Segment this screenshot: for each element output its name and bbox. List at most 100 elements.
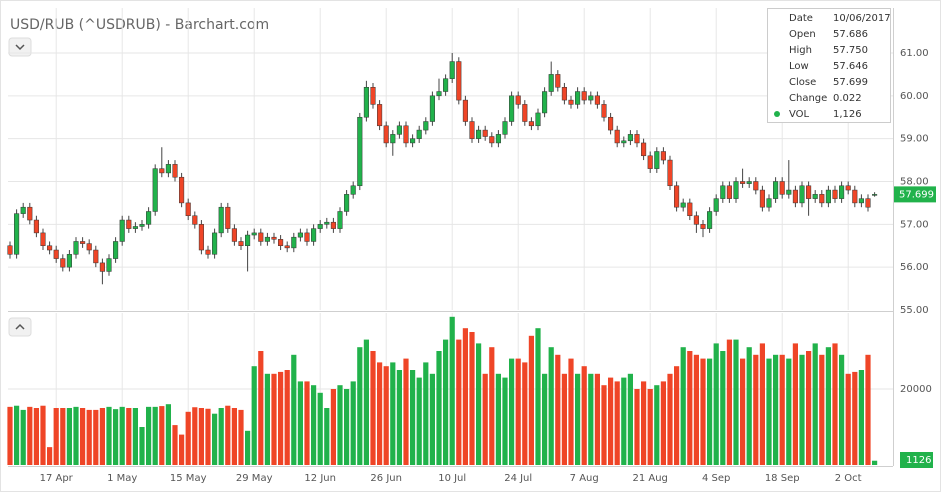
candle-body bbox=[621, 140, 627, 144]
button-box[interactable] bbox=[8, 317, 32, 337]
volume-bar bbox=[674, 366, 680, 465]
candle-body bbox=[278, 239, 284, 246]
candle-body bbox=[403, 125, 409, 144]
candle-body bbox=[93, 249, 99, 264]
volume-bar bbox=[165, 404, 171, 465]
candle-body bbox=[330, 221, 336, 229]
volume-bar bbox=[865, 354, 871, 465]
volume-bar bbox=[113, 409, 119, 465]
candle-body bbox=[416, 129, 422, 139]
y-tick-label: 60.00 bbox=[900, 91, 929, 102]
volume-bar bbox=[139, 427, 145, 465]
candle-body bbox=[786, 189, 792, 195]
candle-body bbox=[548, 74, 554, 92]
candle-body bbox=[462, 99, 468, 122]
candle-body bbox=[40, 232, 46, 246]
volume-bar bbox=[73, 406, 79, 465]
candle-body bbox=[759, 189, 765, 208]
volume-bar bbox=[462, 328, 468, 465]
candle-body bbox=[680, 202, 686, 208]
candle-body bbox=[687, 202, 693, 217]
volume-bar bbox=[132, 408, 138, 465]
candle-body bbox=[14, 213, 20, 255]
candle-body bbox=[773, 181, 779, 199]
candle-body bbox=[865, 198, 871, 208]
volume-bar bbox=[363, 339, 369, 465]
candle-body bbox=[799, 185, 805, 204]
volume-bar bbox=[330, 389, 336, 465]
volume-bar bbox=[515, 358, 521, 465]
volume-bar bbox=[759, 343, 765, 465]
volume-bar bbox=[47, 447, 53, 465]
x-tick-label: 26 Jun bbox=[370, 473, 402, 484]
volume-bar bbox=[179, 434, 185, 465]
candle-body bbox=[53, 249, 59, 259]
volume-bar bbox=[344, 389, 350, 465]
volume-bar bbox=[528, 335, 534, 465]
button-box[interactable] bbox=[8, 37, 32, 57]
volume-bar bbox=[159, 406, 165, 465]
candle-body bbox=[363, 86, 369, 118]
candle-body bbox=[185, 202, 191, 217]
candle-body bbox=[231, 228, 237, 242]
volume-bar bbox=[390, 362, 396, 465]
info-box: Date 10/06/2017 Open 57.686 High 57.750 Low 57.… bbox=[767, 8, 891, 123]
candle-body bbox=[766, 198, 772, 208]
candle-body bbox=[654, 151, 660, 169]
candle-body bbox=[707, 211, 713, 229]
volume-bar bbox=[482, 373, 488, 465]
volume-bar bbox=[621, 377, 627, 465]
candle-body bbox=[515, 95, 521, 105]
candle-body bbox=[700, 224, 706, 229]
volume-bar bbox=[370, 351, 376, 465]
volume-bar bbox=[304, 381, 310, 465]
candle-body bbox=[509, 95, 515, 122]
volume-bar bbox=[218, 408, 224, 465]
candle-body bbox=[542, 91, 548, 114]
volume-bar bbox=[476, 343, 482, 465]
candle-body bbox=[291, 236, 297, 249]
volume-bar bbox=[858, 370, 864, 465]
candle-body bbox=[198, 224, 204, 251]
candle-body bbox=[575, 91, 581, 105]
candle-body bbox=[119, 219, 125, 242]
candle-body bbox=[165, 164, 171, 174]
collapse-volume-button[interactable] bbox=[8, 317, 32, 337]
y-tick-label: 61.00 bbox=[900, 48, 929, 59]
volume-bar bbox=[198, 408, 204, 465]
info-value: 57.686 bbox=[833, 29, 868, 40]
volume-bar bbox=[60, 408, 66, 465]
volume-bar bbox=[852, 371, 858, 465]
volume-bar bbox=[561, 373, 567, 465]
x-tick-label: 4 Sep bbox=[702, 473, 730, 484]
candle-body bbox=[139, 224, 145, 227]
candle-body bbox=[627, 134, 633, 142]
volume-bar bbox=[825, 347, 831, 465]
volume-bar bbox=[581, 366, 587, 465]
candle-body bbox=[667, 159, 673, 187]
volume-bar bbox=[660, 381, 666, 465]
collapse-price-button[interactable] bbox=[8, 37, 32, 57]
volume-bar bbox=[555, 354, 561, 465]
volume-bar bbox=[86, 409, 92, 465]
chevron-up bbox=[15, 323, 25, 330]
volume-bar bbox=[495, 373, 501, 465]
volume-bar bbox=[753, 354, 759, 465]
volume-bar bbox=[403, 358, 409, 465]
candle-body bbox=[152, 168, 158, 212]
candle-body bbox=[396, 125, 402, 135]
volume-bar bbox=[568, 358, 574, 465]
volume-bar bbox=[726, 339, 732, 465]
candle-body bbox=[429, 95, 435, 122]
x-tick-label: 15 May bbox=[170, 473, 207, 484]
candle-body bbox=[238, 241, 244, 246]
volume-bar bbox=[594, 373, 600, 465]
candle-body bbox=[469, 121, 475, 139]
candle-body bbox=[746, 181, 752, 184]
candle-body bbox=[106, 258, 112, 272]
info-label: Open bbox=[789, 29, 816, 40]
volume-bar bbox=[271, 373, 277, 465]
volume-bar bbox=[509, 358, 515, 465]
info-value: 57.750 bbox=[833, 45, 868, 56]
